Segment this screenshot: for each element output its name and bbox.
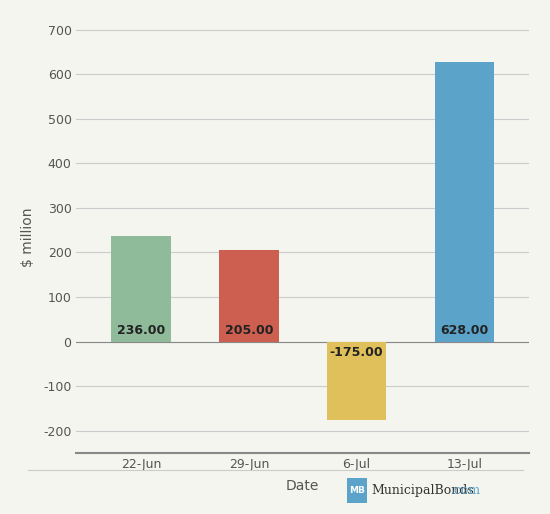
Bar [435, 62, 494, 342]
Bar [112, 236, 170, 342]
Text: 628.00: 628.00 [441, 324, 488, 337]
Text: 205.00: 205.00 [224, 324, 273, 337]
Text: MunicipalBonds: MunicipalBonds [372, 484, 475, 497]
Text: MB: MB [349, 486, 365, 495]
Bar [219, 250, 278, 342]
Text: .com: .com [451, 484, 481, 497]
Y-axis label: $ million: $ million [21, 207, 35, 267]
Text: -175.00: -175.00 [330, 346, 383, 359]
X-axis label: Date: Date [286, 479, 320, 493]
Bar [327, 342, 386, 419]
Text: 236.00: 236.00 [117, 324, 165, 337]
